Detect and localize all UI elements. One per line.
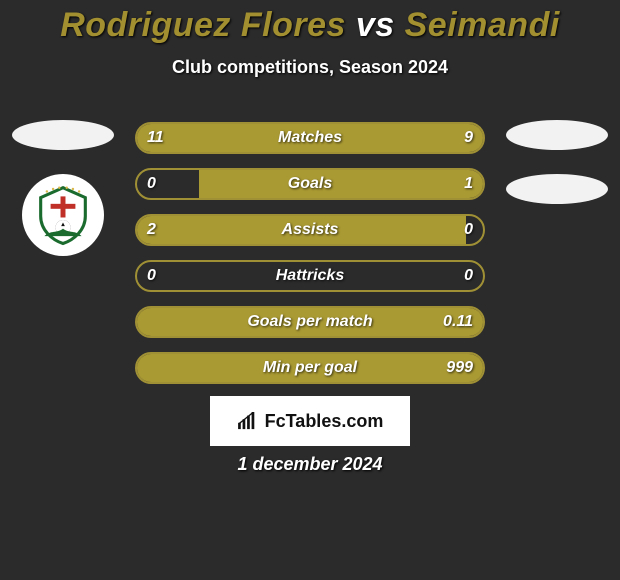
left-badges xyxy=(8,120,118,256)
stats-bars: 119Matches 01Goals 20Assists 00Hattricks 0.1… xyxy=(135,122,485,384)
stat-label: Hattricks xyxy=(137,262,483,290)
flag-placeholder-left xyxy=(12,120,114,150)
stat-row: 119Matches xyxy=(135,122,485,154)
flag-placeholder-right-1 xyxy=(506,120,608,150)
bars-icon xyxy=(237,412,259,430)
stat-row: 01Goals xyxy=(135,168,485,200)
stat-row: 00Hattricks xyxy=(135,260,485,292)
stat-row: 999Min per goal xyxy=(135,352,485,384)
player1-name: Rodriguez Flores xyxy=(60,6,346,44)
player2-name: Seimandi xyxy=(405,6,560,44)
footer-brand-text: FcTables.com xyxy=(265,411,384,432)
date-text: 1 december 2024 xyxy=(0,454,620,475)
stat-label: Assists xyxy=(137,216,483,244)
stat-label: Matches xyxy=(137,124,483,152)
stat-row: 0.11Goals per match xyxy=(135,306,485,338)
stat-label: Goals per match xyxy=(137,308,483,336)
stat-label: Goals xyxy=(137,170,483,198)
flag-placeholder-right-2 xyxy=(506,174,608,204)
club-logo-left xyxy=(22,174,104,256)
stat-row: 20Assists xyxy=(135,214,485,246)
subtitle: Club competitions, Season 2024 xyxy=(0,57,620,78)
footer-brand: FcTables.com xyxy=(210,396,410,446)
stat-label: Min per goal xyxy=(137,354,483,382)
right-badges xyxy=(502,120,612,204)
comparison-title: Rodriguez Flores vs Seimandi xyxy=(0,0,620,45)
shield-icon xyxy=(32,184,94,246)
vs-text: vs xyxy=(356,6,395,44)
